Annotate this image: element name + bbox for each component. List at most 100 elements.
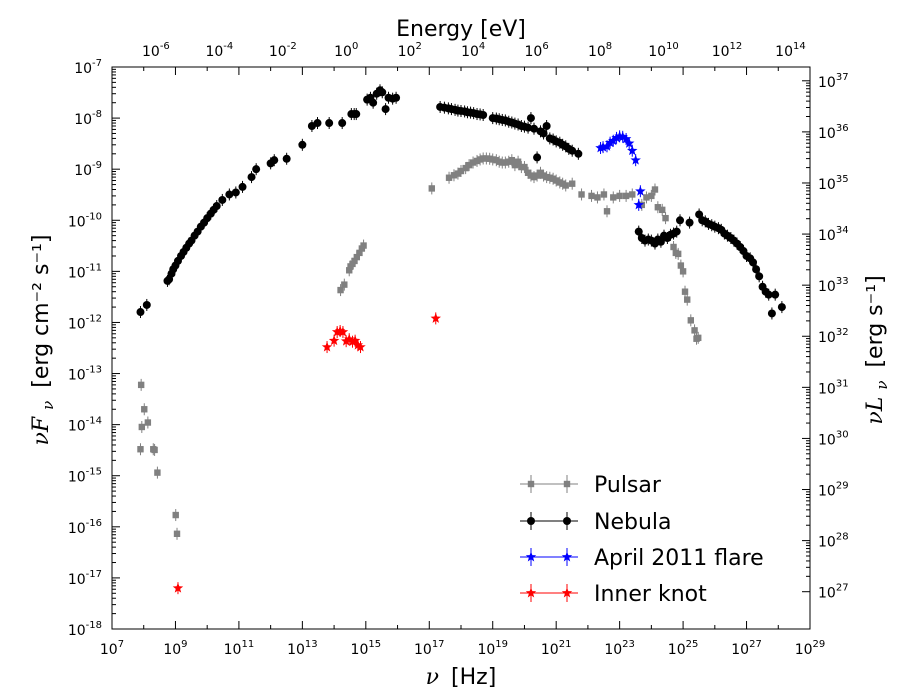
data-point (144, 419, 152, 426)
data-point (351, 257, 358, 265)
data-point (610, 194, 617, 201)
y-axis-subscript: ν (39, 401, 57, 410)
data-point (648, 192, 655, 200)
x-tick-label: 1027 (731, 639, 762, 658)
data-point (552, 177, 560, 184)
data-point (340, 335, 352, 346)
data-point (672, 227, 681, 236)
data-point (526, 114, 535, 123)
data-point (569, 180, 576, 187)
data-point (604, 137, 616, 148)
data-point (137, 446, 144, 453)
data-point (600, 191, 608, 198)
data-point (623, 137, 635, 148)
plot-area (112, 67, 810, 629)
data-point (137, 381, 145, 389)
data-point (651, 186, 659, 193)
data-point (218, 195, 227, 204)
data-point (630, 154, 641, 165)
y-tick-label: 10-13 (68, 365, 102, 384)
right-axis-symbol: νL (863, 397, 888, 425)
data-point (347, 336, 358, 347)
data-point (674, 250, 682, 258)
data-point (369, 98, 378, 107)
data-point (313, 119, 322, 128)
x-tick-label: 1029 (795, 639, 826, 658)
legend-item-flare: April 2011 flare (520, 546, 764, 571)
data-point (346, 267, 353, 274)
data-point (681, 288, 689, 295)
y-tick-label: 10-15 (68, 467, 102, 486)
series-inner-knot (172, 312, 441, 595)
legend-label-flare: April 2011 flare (594, 546, 764, 571)
y-tick-label: 10-8 (74, 109, 102, 128)
data-point (524, 123, 533, 132)
top-tick-label: 104 (461, 41, 485, 60)
data-point (151, 446, 158, 454)
y-tick-label: 10-14 (68, 416, 102, 435)
legend-marker (527, 480, 535, 488)
data-point (360, 242, 367, 249)
legend-marker-pulsar (520, 475, 578, 493)
legend-marker (527, 517, 535, 525)
right-tick-label: 1036 (818, 123, 849, 142)
top-tick-label: 10-6 (142, 41, 170, 60)
data-point (212, 202, 221, 211)
data-point (141, 406, 148, 413)
legend-label-nebula: Nebula (594, 510, 672, 535)
data-point (643, 194, 650, 201)
right-tick-label: 1035 (818, 174, 849, 193)
data-point (634, 227, 643, 236)
data-point (633, 199, 644, 210)
legend-item-pulsar: Pulsar (520, 473, 662, 498)
legend: Pulsar Nebula April 2011 flare Inner kno… (520, 473, 764, 607)
data-point (172, 511, 179, 519)
top-tick-label: 1010 (648, 41, 679, 60)
data-point (321, 341, 333, 352)
data-point (483, 155, 490, 162)
data-point (629, 191, 636, 198)
data-point (568, 146, 577, 155)
x-tick-label: 1013 (287, 639, 318, 658)
x-tick-label: 1011 (224, 639, 255, 658)
data-point (608, 135, 619, 146)
data-point (231, 188, 240, 197)
data-point (225, 190, 234, 199)
data-point (430, 312, 441, 323)
data-point (341, 281, 348, 288)
y-tick-label: 10-12 (68, 313, 102, 332)
data-point (597, 141, 609, 152)
data-points (136, 84, 786, 595)
data-point (635, 185, 646, 196)
data-point (457, 167, 465, 175)
data-point (352, 339, 364, 350)
y-tick-label: 10-10 (68, 211, 102, 230)
data-point (601, 140, 613, 151)
y-tick-label: 10-7 (74, 58, 102, 77)
right-tick-label: 1027 (818, 583, 849, 602)
y-axis-units: [erg cm⁻² s⁻¹] (29, 235, 54, 388)
series-nebula (136, 84, 786, 320)
data-point (578, 191, 585, 198)
data-point (542, 122, 551, 131)
right-tick-label: 1033 (818, 276, 849, 295)
data-point (489, 156, 496, 163)
right-tick-label: 1037 (818, 72, 849, 91)
data-point (142, 300, 151, 309)
y-tick-label: 10-9 (74, 160, 102, 179)
data-point (325, 119, 334, 128)
data-point (172, 582, 184, 593)
legend-label-inner-knot: Inner knot (594, 582, 707, 607)
data-point (381, 105, 390, 114)
data-point (521, 163, 528, 171)
data-point (530, 124, 539, 133)
x-tick-label: 1021 (541, 639, 572, 658)
y-tick-label: 10-17 (68, 569, 102, 588)
right-axis-units: [erg s⁻¹] (863, 275, 888, 367)
data-point (378, 88, 387, 97)
top-tick-label: 1012 (712, 41, 743, 60)
data-point (755, 272, 764, 281)
data-point (684, 296, 691, 303)
data-point (511, 161, 519, 169)
data-point (502, 159, 509, 166)
